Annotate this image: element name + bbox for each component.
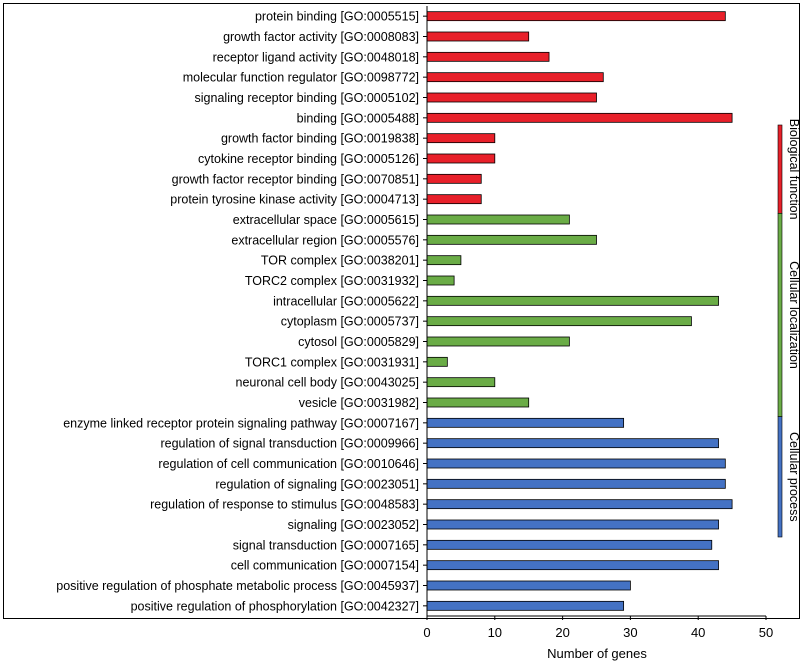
bar <box>426 499 733 510</box>
category-label: cytoplasm [GO:0005737] <box>281 315 419 329</box>
x-tick-label: 50 <box>759 625 773 640</box>
x-axis-label: Number of genes <box>547 646 647 661</box>
category-label: extracellular space [GO:0005615] <box>233 213 419 227</box>
bar <box>426 153 496 164</box>
x-tick-label: 10 <box>488 625 502 640</box>
category-label: growth factor receptor binding [GO:00708… <box>172 172 419 186</box>
category-label: positive regulation of phosphate metabol… <box>56 579 419 593</box>
bar <box>426 417 625 428</box>
bar <box>426 92 597 103</box>
group-label: Biological function <box>787 119 801 220</box>
category-label: signaling receptor binding [GO:0005102] <box>195 91 419 105</box>
bar <box>426 133 496 144</box>
category-label: regulation of response to stimulus [GO:0… <box>150 498 419 512</box>
category-label: enzyme linked receptor protein signaling… <box>63 416 419 430</box>
bar <box>426 336 570 347</box>
category-label: growth factor activity [GO:0008083] <box>223 30 419 44</box>
category-label: regulation of signaling [GO:0023051] <box>215 477 419 491</box>
bar <box>426 51 550 62</box>
bar <box>426 519 719 530</box>
x-tick-label: 40 <box>691 625 705 640</box>
category-label: TORC1 complex [GO:0031931] <box>245 355 419 369</box>
category-label: neuronal cell body [GO:0043025] <box>236 376 419 390</box>
bar <box>426 295 719 306</box>
bar <box>426 194 482 205</box>
bar <box>426 112 733 123</box>
bar <box>426 560 719 571</box>
bar <box>426 478 726 489</box>
category-labels: protein binding [GO:0005515] growth facto… <box>56 10 419 614</box>
category-label: protein tyrosine kinase activity [GO:000… <box>170 193 419 207</box>
bar <box>426 356 448 367</box>
bar <box>426 539 713 550</box>
category-label: growth factor binding [GO:0019838] <box>221 132 419 146</box>
category-label: cytosol [GO:0005829] <box>298 335 419 349</box>
category-label: intracellular [GO:0005622] <box>273 294 419 308</box>
category-label: TORC2 complex [GO:0031932] <box>245 274 419 288</box>
bar <box>426 316 692 327</box>
group-bracket <box>777 416 783 538</box>
bar <box>426 173 482 184</box>
category-label: protein binding [GO:0005515] <box>255 10 419 24</box>
category-label: cytokine receptor binding [GO:0005126] <box>198 152 419 166</box>
category-label: binding [GO:0005488] <box>297 111 419 125</box>
group-bracket <box>777 124 783 214</box>
category-label: extracellular region [GO:0005576] <box>231 233 419 247</box>
category-label: regulation of signal transduction [GO:00… <box>160 437 419 451</box>
category-label: molecular function regulator [GO:0098772… <box>183 71 419 85</box>
bar <box>426 600 625 611</box>
bar <box>426 458 726 469</box>
bar <box>426 214 570 225</box>
bar <box>426 275 455 286</box>
group-label: Cellular localization <box>787 261 801 369</box>
category-label: positive regulation of phosphorylation [… <box>131 599 419 613</box>
bar <box>426 438 719 449</box>
chart-frame <box>3 3 800 619</box>
category-label: TOR complex [GO:0038201] <box>261 254 419 268</box>
bar <box>426 72 604 83</box>
group-bracket <box>777 213 783 417</box>
category-label: regulation of cell communication [GO:001… <box>158 457 419 471</box>
bar <box>426 377 496 388</box>
category-label: receptor ligand activity [GO:0048018] <box>213 50 419 64</box>
group-label: Cellular process <box>787 432 801 522</box>
x-tick-label: 30 <box>623 625 637 640</box>
x-tick-label: 0 <box>423 625 430 640</box>
x-tick-label: 20 <box>555 625 569 640</box>
bar <box>426 580 631 591</box>
bar <box>426 397 530 408</box>
group-brackets: Biological function Cellular localization… <box>777 119 801 538</box>
bar <box>426 234 597 245</box>
bar <box>426 11 726 22</box>
x-axis: 0 10 20 30 40 50 <box>423 6 773 640</box>
bars-layer <box>426 11 733 611</box>
bar <box>426 255 462 266</box>
category-label: signaling [GO:0023052] <box>288 518 419 532</box>
category-label: vesicle [GO:0031982] <box>299 396 419 410</box>
category-label: signal transduction [GO:0007165] <box>233 538 419 552</box>
bar <box>426 31 530 42</box>
category-label: cell communication [GO:0007154] <box>231 559 419 573</box>
